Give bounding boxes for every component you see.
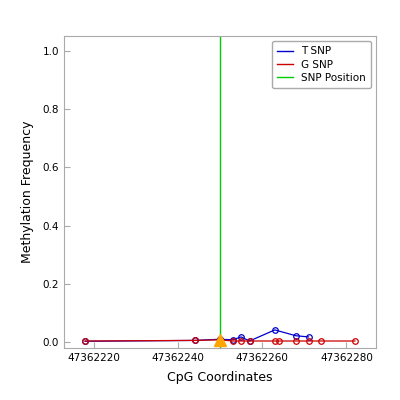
- Legend: T SNP, G SNP, SNP Position: T SNP, G SNP, SNP Position: [272, 41, 371, 88]
- X-axis label: CpG Coordinates: CpG Coordinates: [167, 371, 273, 384]
- Y-axis label: Methylation Frequency: Methylation Frequency: [21, 121, 34, 263]
